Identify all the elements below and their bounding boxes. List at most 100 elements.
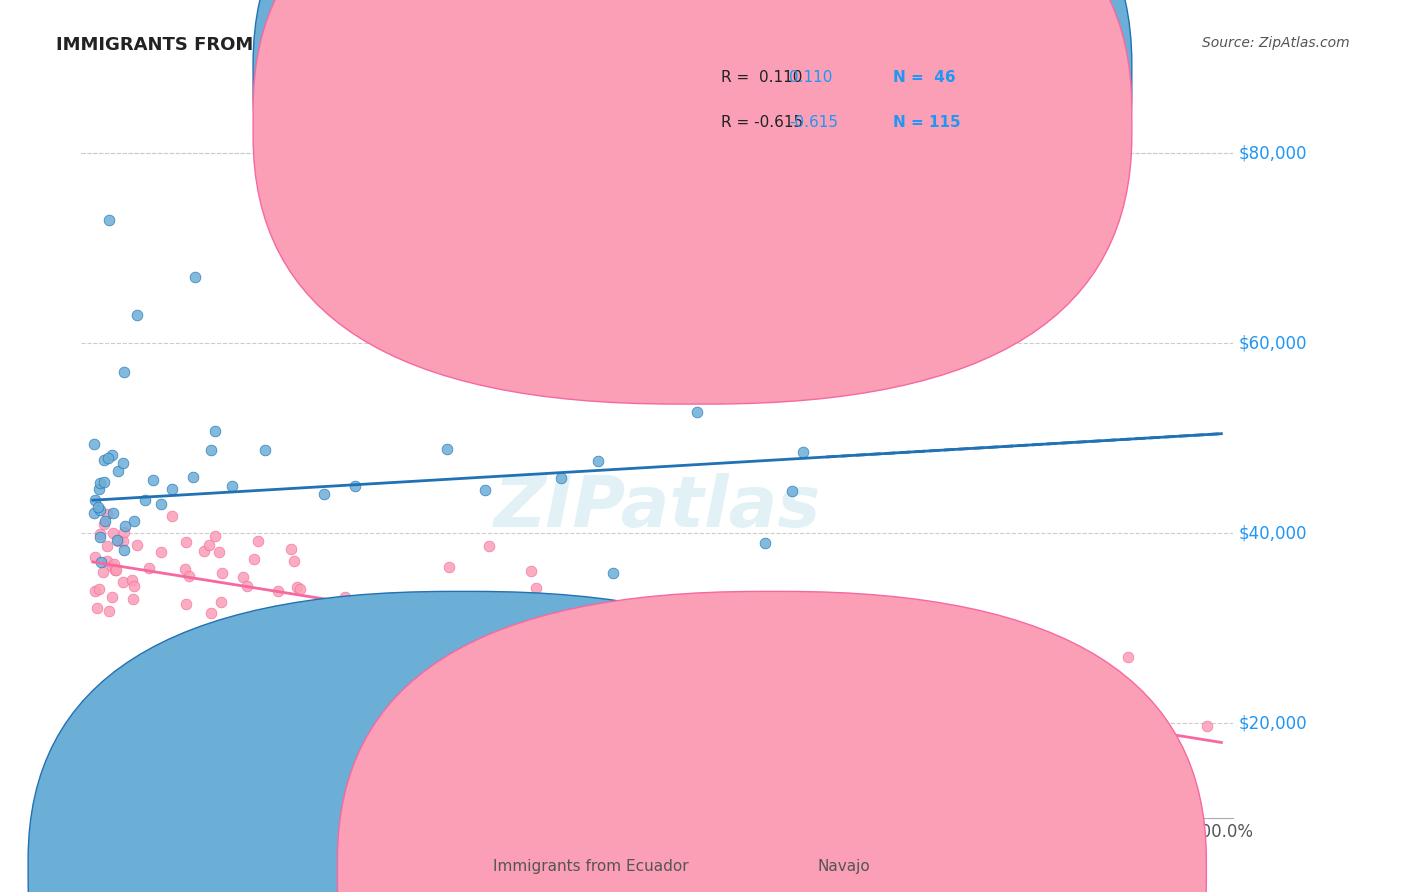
Point xyxy=(1043,678,1066,692)
Point xyxy=(204,528,226,542)
Point xyxy=(93,452,115,467)
Point xyxy=(478,539,501,553)
Point xyxy=(122,579,145,593)
Point xyxy=(83,437,105,451)
Point xyxy=(200,606,222,620)
Point xyxy=(932,647,955,661)
Text: R = -0.615: R = -0.615 xyxy=(721,115,803,129)
Point xyxy=(112,365,135,379)
Point xyxy=(112,533,135,548)
Text: IMMIGRANTS FROM ECUADOR VS NAVAJO PER CAPITA INCOME CORRELATION CHART: IMMIGRANTS FROM ECUADOR VS NAVAJO PER CA… xyxy=(56,36,904,54)
Point xyxy=(142,473,165,487)
Point xyxy=(568,598,591,612)
Point xyxy=(87,500,110,514)
Point xyxy=(987,622,1010,636)
Point xyxy=(422,624,444,638)
Point xyxy=(371,661,394,675)
Point xyxy=(541,628,564,642)
Point xyxy=(298,628,321,642)
Point xyxy=(704,710,727,724)
Point xyxy=(865,681,887,695)
Point xyxy=(344,479,367,493)
Point xyxy=(814,630,837,644)
Point xyxy=(181,470,204,484)
Point xyxy=(794,723,817,737)
Point xyxy=(221,479,243,493)
Point xyxy=(100,559,122,574)
Point xyxy=(436,442,458,457)
Point xyxy=(1025,692,1047,706)
Point xyxy=(733,604,755,618)
Point xyxy=(86,601,108,615)
Point xyxy=(685,404,707,418)
Point xyxy=(267,584,290,599)
Point xyxy=(1133,700,1156,714)
Point xyxy=(90,555,112,569)
Point xyxy=(967,695,990,709)
Point xyxy=(588,657,610,671)
Point xyxy=(738,671,761,685)
Point xyxy=(98,604,121,618)
Point xyxy=(232,570,254,584)
Point xyxy=(335,590,357,604)
Point xyxy=(103,506,125,520)
Point xyxy=(162,482,184,496)
Point xyxy=(96,508,118,522)
Point xyxy=(107,534,129,549)
Point xyxy=(105,533,128,547)
Point xyxy=(1105,714,1128,729)
Point xyxy=(89,582,111,596)
Point xyxy=(127,308,149,322)
Point xyxy=(107,464,129,478)
Point xyxy=(436,623,458,637)
Point xyxy=(84,584,107,599)
Point xyxy=(83,492,105,507)
Point xyxy=(173,562,195,576)
Point xyxy=(89,527,111,541)
Point xyxy=(457,657,479,672)
Point xyxy=(1057,717,1080,731)
Point xyxy=(246,533,269,548)
Point xyxy=(105,563,128,577)
Text: $40,000: $40,000 xyxy=(1239,524,1306,542)
Text: Navajo: Navajo xyxy=(817,859,870,874)
Point xyxy=(97,450,120,465)
Point xyxy=(94,514,117,528)
Point xyxy=(856,687,879,701)
Point xyxy=(810,640,832,654)
Point xyxy=(124,514,146,528)
Point xyxy=(436,641,458,656)
Point xyxy=(285,580,308,594)
Point xyxy=(883,687,905,701)
Point xyxy=(236,579,259,593)
Point xyxy=(211,566,233,580)
Point xyxy=(869,712,891,726)
Point xyxy=(83,506,105,520)
Point xyxy=(177,568,200,582)
Point xyxy=(1107,676,1129,690)
Point xyxy=(692,667,714,681)
Point xyxy=(104,563,127,577)
Point xyxy=(1195,718,1218,732)
Point xyxy=(440,607,463,622)
Point xyxy=(1085,714,1108,728)
Point xyxy=(714,681,737,696)
Point xyxy=(602,566,624,581)
Point xyxy=(934,696,956,710)
Point xyxy=(754,535,776,549)
Point xyxy=(112,525,135,540)
Point xyxy=(550,471,572,485)
Text: N =  46: N = 46 xyxy=(893,70,956,85)
Point xyxy=(897,729,920,743)
Point xyxy=(1095,696,1118,710)
Point xyxy=(174,534,197,549)
Point xyxy=(200,443,222,458)
Point xyxy=(586,453,609,467)
Point xyxy=(87,482,110,496)
Point xyxy=(953,710,976,724)
Point xyxy=(1116,650,1139,665)
Point xyxy=(174,597,197,611)
Point xyxy=(896,751,918,765)
Point xyxy=(437,560,460,574)
Point xyxy=(1109,739,1132,754)
